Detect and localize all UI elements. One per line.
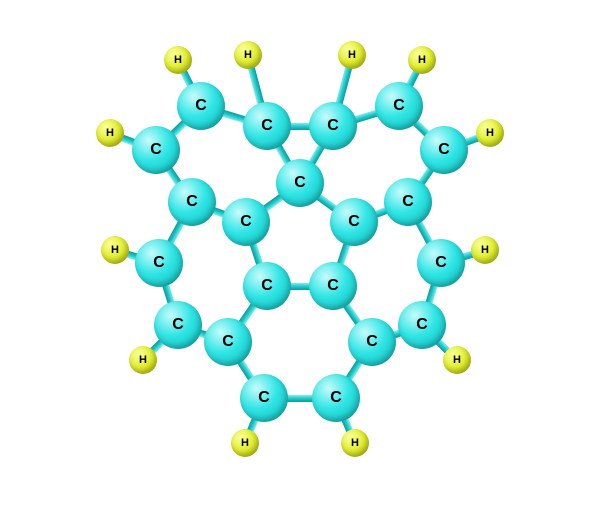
carbon-atom: C <box>420 126 468 174</box>
carbon-atom: C <box>384 178 432 226</box>
carbon-atom: C <box>330 198 378 246</box>
hydrogen-atom: H <box>338 41 366 69</box>
carbon-atom: C <box>168 178 216 226</box>
carbon-atom: C <box>312 374 360 422</box>
hydrogen-atom: H <box>129 346 157 374</box>
carbon-atom: C <box>204 318 252 366</box>
hydrogen-atom: H <box>443 346 471 374</box>
carbon-atom: C <box>243 102 291 150</box>
carbon-atom: C <box>417 239 465 287</box>
carbon-atom: C <box>222 198 270 246</box>
hydrogen-atom: H <box>476 119 504 147</box>
carbon-atom: C <box>177 82 225 130</box>
hydrogen-atom: H <box>231 429 259 457</box>
hydrogen-atom: H <box>96 119 124 147</box>
hydrogen-atom: H <box>234 41 262 69</box>
hydrogen-atom: H <box>341 429 369 457</box>
hydrogen-atom: H <box>471 236 499 264</box>
carbon-atom: C <box>398 301 446 349</box>
carbon-atom: C <box>309 102 357 150</box>
hydrogen-atom: H <box>164 46 192 74</box>
carbon-atom: C <box>348 318 396 366</box>
carbon-atom: C <box>240 374 288 422</box>
carbon-atom: C <box>375 82 423 130</box>
carbon-atom: C <box>309 262 357 310</box>
carbon-atom: C <box>276 159 324 207</box>
carbon-atom: C <box>135 239 183 287</box>
carbon-atom: C <box>154 301 202 349</box>
hydrogen-atom: H <box>101 236 129 264</box>
carbon-atom: C <box>243 262 291 310</box>
hydrogen-atom: H <box>408 46 436 74</box>
carbon-atom: C <box>132 126 180 174</box>
molecule-diagram: CCCCCCCCCCCCCCCCCCCCCHHHHHHHHHHHH <box>0 0 600 513</box>
